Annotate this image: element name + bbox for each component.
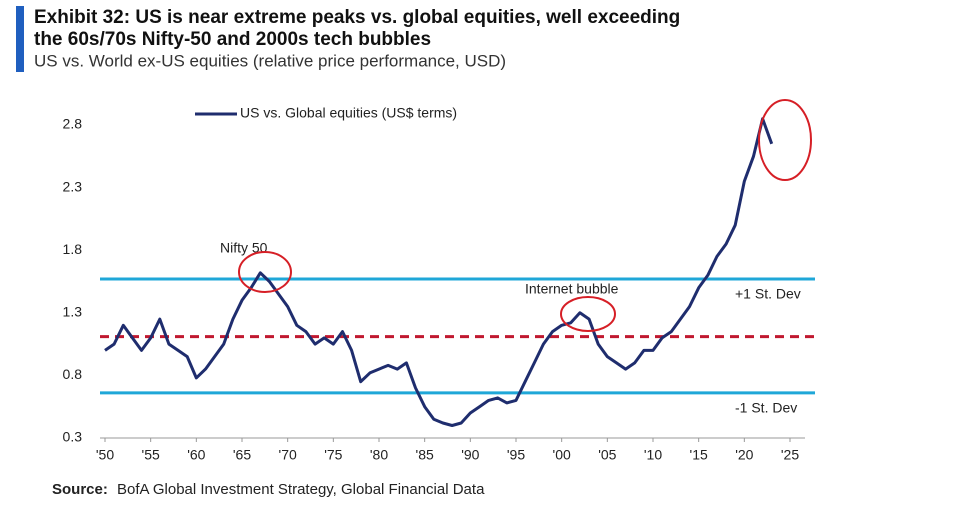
source: BofA Global Investment Strategy, Global … [117,481,485,498]
legend-label: US vs. Global equities (US$ terms) [240,105,457,121]
y-tick-label: 2.3 [63,178,83,194]
annotation-circle [560,296,616,332]
y-tick-label: 2.8 [63,116,83,132]
x-tick-label: '00 [553,447,571,463]
y-tick-label: 0.3 [63,429,83,445]
x-tick-label: '65 [233,447,251,463]
x-tick-label: '75 [324,447,342,463]
title-bar [16,6,24,72]
reference-label: +1 St. Dev [735,286,801,302]
annotation-circle [758,99,812,181]
chart-title: the 60s/70s Nifty-50 and 2000s tech bubb… [34,29,431,50]
annotation: Nifty 50 [220,240,268,256]
y-tick-label: 1.3 [63,304,83,320]
series-line [104,117,774,427]
y-tick-label: 1.8 [63,241,83,257]
x-tick-label: '70 [279,447,297,463]
annotation: Internet bubble [525,281,619,297]
source-label: Source: [52,481,108,498]
y-tick-label: 0.8 [63,366,83,382]
annotation-circle [238,251,292,293]
x-tick-label: '25 [781,447,799,463]
x-tick-label: '90 [461,447,479,463]
x-tick-label: '50 [96,447,114,463]
x-tick-label: '80 [370,447,388,463]
x-tick-label: '55 [142,447,160,463]
reference-label: -1 St. Dev [735,400,797,416]
x-tick-label: '85 [416,447,434,463]
x-tick-label: '60 [187,447,205,463]
x-tick-label: '10 [644,447,662,463]
x-tick-label: '05 [598,447,616,463]
chart-title: Exhibit 32: US is near extreme peaks vs.… [34,7,680,28]
x-tick-label: '20 [735,447,753,463]
x-tick-label: '95 [507,447,525,463]
chart-subtitle: US vs. World ex-US equities (relative pr… [34,51,506,70]
x-tick-label: '15 [690,447,708,463]
